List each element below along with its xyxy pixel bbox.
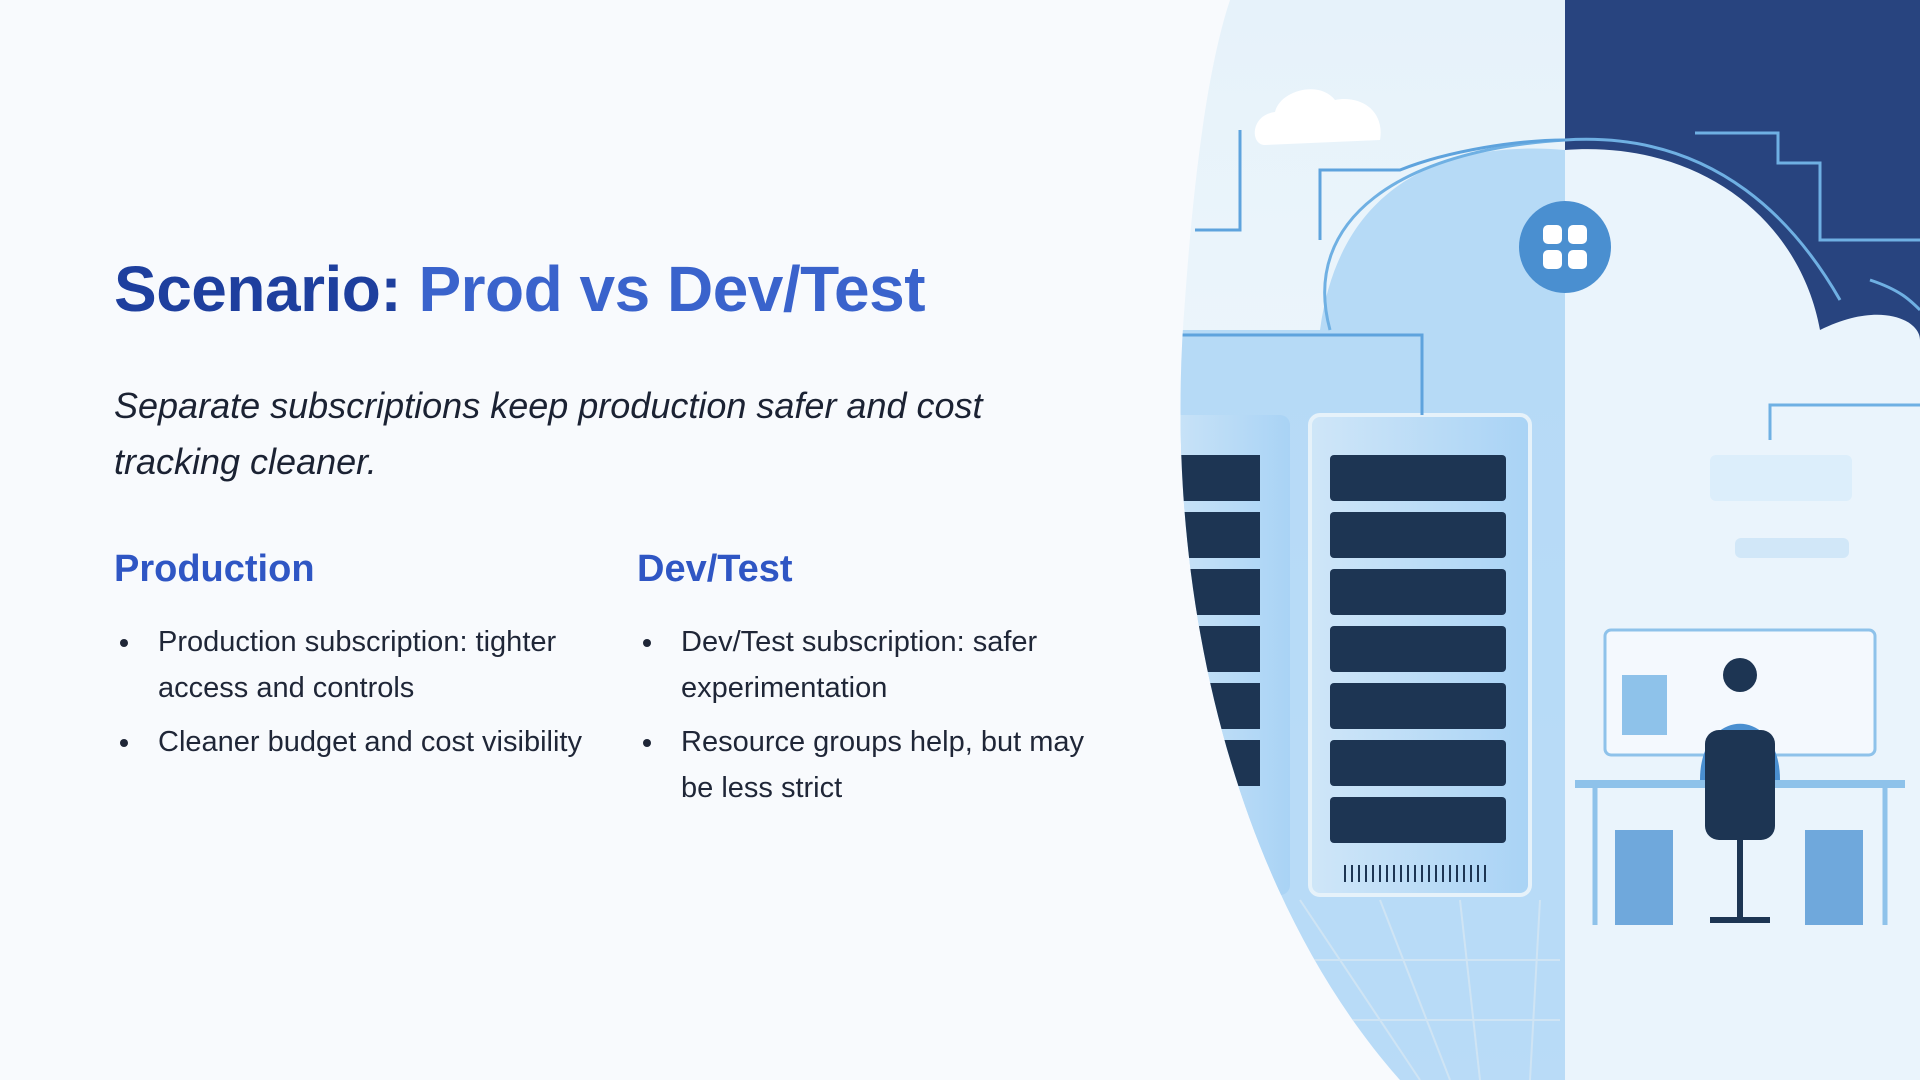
- subtitle: Separate subscriptions keep production s…: [114, 385, 983, 482]
- list-item: Production subscription: tighter access …: [120, 619, 584, 711]
- title-main: Prod vs Dev/Test: [418, 253, 925, 325]
- list-item: Cleaner budget and cost visibility: [120, 719, 584, 765]
- list-item: Resource groups help, but may be less st…: [643, 719, 1107, 811]
- title-prefix: Scenario:: [114, 253, 402, 325]
- illustration: [1180, 0, 1920, 1080]
- devtest-heading: Dev/Test: [637, 548, 793, 590]
- app-grid-icon: [1519, 201, 1611, 293]
- production-heading: Production: [114, 548, 315, 590]
- list-item: Dev/Test subscription: safer experimenta…: [643, 619, 1107, 711]
- cloud-icon: [1254, 89, 1381, 145]
- devtest-column: Dev/Test Dev/Test subscription: safer ex…: [637, 548, 1107, 819]
- production-column: Production Production subscription: tigh…: [114, 548, 584, 773]
- server-rack-icon: [1180, 413, 1532, 897]
- page-title: Scenario: Prod vs Dev/Test: [114, 252, 925, 326]
- developer-at-desk-icon: [1575, 628, 1905, 925]
